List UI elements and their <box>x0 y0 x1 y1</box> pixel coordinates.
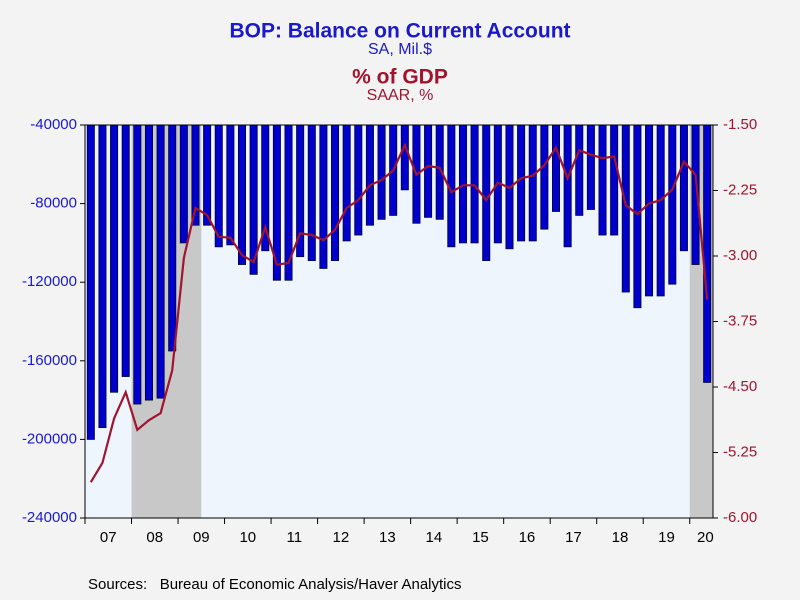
x-tick-label: 07 <box>100 529 117 546</box>
bar <box>458 124 467 244</box>
bar <box>633 124 642 309</box>
bar <box>552 124 561 212</box>
x-tick-label: 18 <box>612 529 629 546</box>
bar <box>645 124 654 297</box>
bar <box>610 124 619 236</box>
x-tick-label: 14 <box>426 529 443 546</box>
chart-subtitle2: SAAR, % <box>367 87 434 104</box>
x-tick-label: 20 <box>697 529 714 546</box>
line <box>89 142 709 483</box>
x-tick-label: 19 <box>658 529 675 546</box>
x-tick-label: 09 <box>193 529 210 546</box>
bar <box>668 124 677 285</box>
y-tick-label: -40000 <box>30 116 77 133</box>
y2-tick-label: -1.50 <box>723 116 757 133</box>
x-tick-label: 17 <box>565 529 582 546</box>
bar <box>226 124 235 246</box>
x-tick-label: 16 <box>519 529 536 546</box>
source: Sources: Bureau of Economic Analysis/Hav… <box>88 576 462 593</box>
y2-tick-label: -2.25 <box>723 181 757 198</box>
y2-tick-label: -4.50 <box>723 378 757 395</box>
x-tick-label: 08 <box>146 529 163 546</box>
bar <box>400 124 409 191</box>
chart-subtitle: SA, Mil.$ <box>368 41 432 58</box>
bar <box>144 124 153 401</box>
y-tick-label: -160000 <box>22 352 77 369</box>
y2-tick-label: -5.25 <box>723 443 757 460</box>
bar <box>656 124 665 297</box>
bar <box>179 124 188 244</box>
x-tick-label: 12 <box>333 529 350 546</box>
bar <box>342 124 351 242</box>
y2-tick-label: -6.00 <box>723 509 757 526</box>
bar <box>156 124 165 399</box>
bar <box>365 124 374 226</box>
x-tick-label: 11 <box>287 529 303 546</box>
y2-tick-label: -3.75 <box>723 312 757 329</box>
bar <box>563 124 572 248</box>
x-tick-label: 15 <box>472 529 489 546</box>
bar <box>470 124 479 244</box>
bar <box>121 124 130 377</box>
bar <box>679 124 688 252</box>
bar <box>319 124 328 269</box>
bar <box>354 124 363 236</box>
bar <box>307 124 316 261</box>
bar <box>377 124 386 220</box>
y-tick-label: -120000 <box>22 273 77 290</box>
bar <box>586 124 595 210</box>
bar <box>237 124 246 265</box>
chart-title: BOP: Balance on Current Account <box>229 20 570 43</box>
y-tick-label: -240000 <box>22 509 77 526</box>
bar <box>133 124 142 405</box>
bar <box>575 124 584 216</box>
x-tick-label: 13 <box>379 529 396 546</box>
bar <box>517 124 526 242</box>
bar <box>86 124 95 440</box>
bar <box>528 124 537 242</box>
bar <box>540 124 549 230</box>
bar <box>168 124 177 352</box>
y-tick-label: -80000 <box>30 195 77 212</box>
bar <box>703 124 712 383</box>
bar <box>331 124 340 261</box>
y2-tick-label: -3.00 <box>723 247 757 264</box>
bar <box>110 124 119 393</box>
x-tick-label: 10 <box>239 529 256 546</box>
y-tick-label: -200000 <box>22 430 77 447</box>
recession-shade <box>131 125 202 518</box>
bar <box>203 124 212 226</box>
bar <box>424 124 433 218</box>
bar <box>214 124 223 248</box>
bar <box>598 124 607 236</box>
bar <box>482 124 491 261</box>
chart-title2: % of GDP <box>352 66 448 89</box>
bar <box>98 124 107 429</box>
